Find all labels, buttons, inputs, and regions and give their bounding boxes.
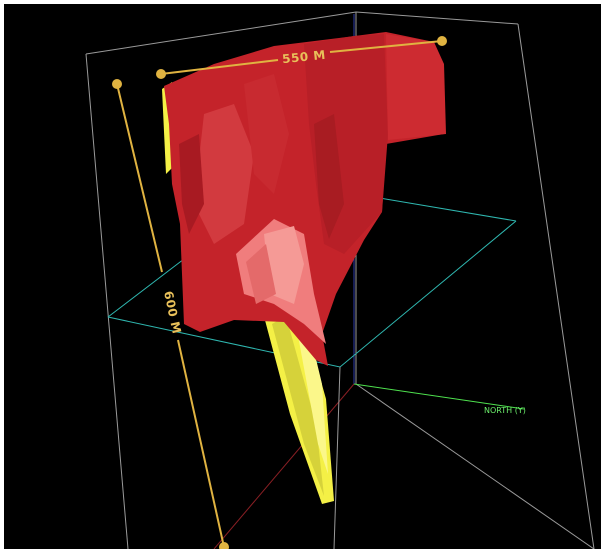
east-axis (213, 383, 355, 549)
dimension-endpoint-icon (437, 36, 447, 46)
yellow-ore-body (162, 82, 334, 504)
red-ore-body (164, 32, 446, 366)
width-dimension: 550 M (156, 36, 447, 79)
height-dimension-label: 600 M (161, 290, 184, 336)
lower-box-edges (333, 366, 341, 549)
north-axis-label: NORTH (Y) (484, 406, 526, 415)
dimension-endpoint-icon (156, 69, 166, 79)
width-dimension-label: 550 M (281, 48, 326, 66)
dimension-endpoint-icon (112, 79, 122, 89)
3d-viewport[interactable]: 550 M 600 M NORTH (Y) (4, 4, 601, 549)
model-scene: 550 M 600 M NORTH (Y) (85, 11, 595, 549)
north-axis (353, 383, 525, 410)
dimension-endpoint-icon (219, 542, 229, 549)
